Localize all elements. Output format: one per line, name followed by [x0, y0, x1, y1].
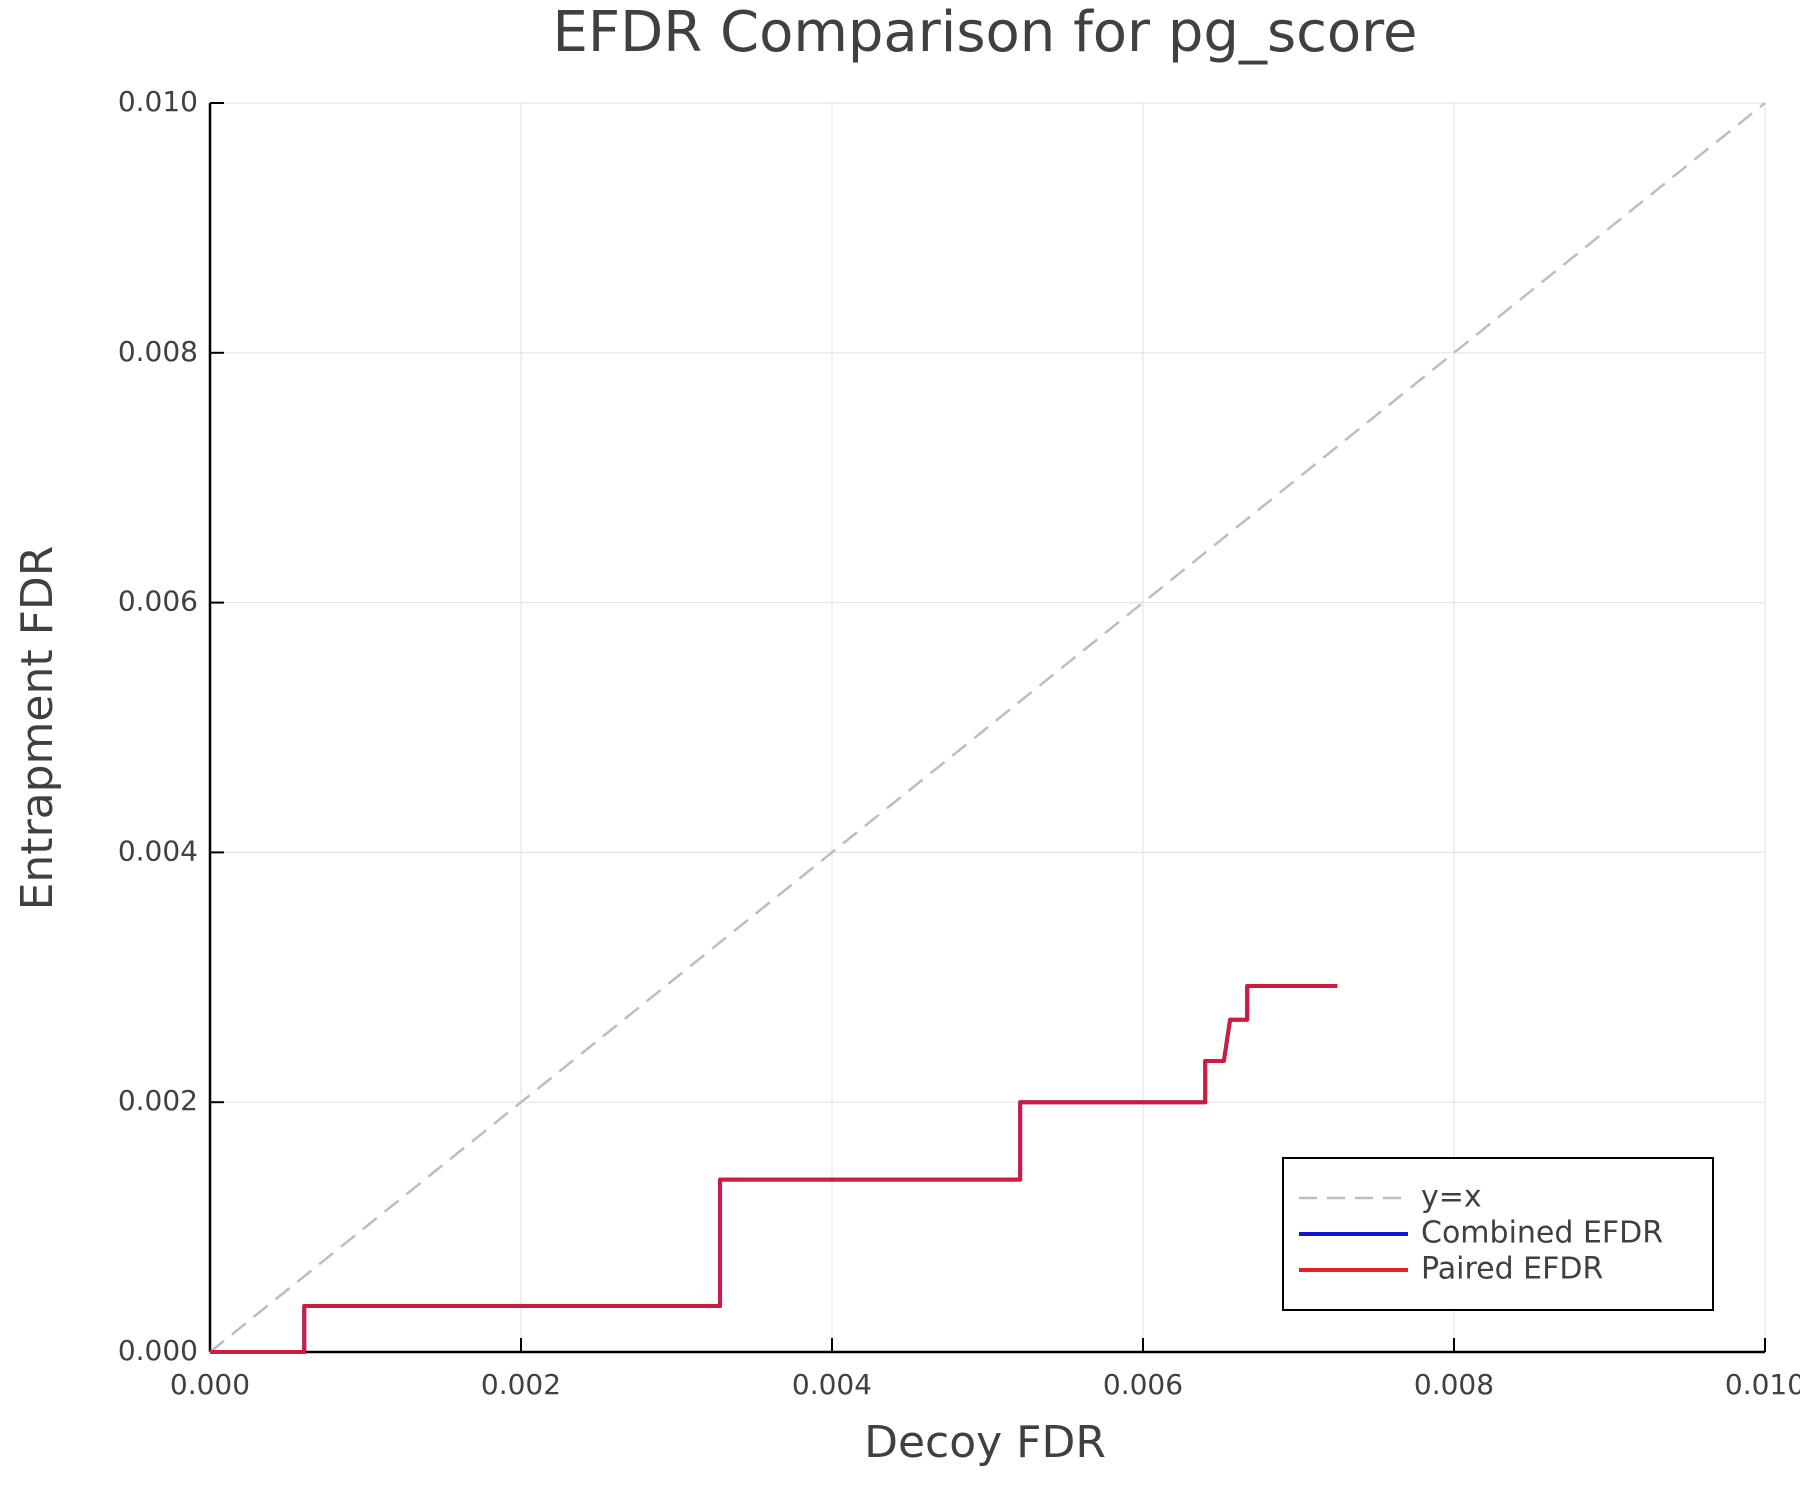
- legend-label: Paired EFDR: [1421, 1252, 1603, 1287]
- y-tick-label: 0.008: [118, 335, 198, 368]
- x-tick-label: 0.008: [1414, 1368, 1494, 1401]
- y-tick-label: 0.006: [118, 585, 198, 618]
- chart-title: EFDR Comparison for pg_score: [553, 0, 1418, 65]
- x-tick-label: 0.006: [1103, 1368, 1183, 1401]
- y-tick-label: 0.000: [118, 1334, 198, 1367]
- y-tick-label: 0.004: [118, 834, 198, 867]
- x-tick-label: 0.004: [792, 1368, 872, 1401]
- y-tick-label: 0.002: [118, 1084, 198, 1117]
- y-axis-label: Entrapment FDR: [12, 546, 63, 911]
- x-tick-label: 0.010: [1725, 1368, 1800, 1401]
- x-tick-label: 0.000: [170, 1368, 250, 1401]
- legend-label: y=x: [1421, 1180, 1482, 1215]
- x-tick-label: 0.002: [481, 1368, 561, 1401]
- series-line: [210, 984, 1338, 1354]
- series-line: [209, 102, 1766, 1353]
- x-axis-label: Decoy FDR: [864, 1417, 1106, 1468]
- legend-label: Combined EFDR: [1421, 1216, 1663, 1251]
- y-tick-label: 0.010: [118, 85, 198, 118]
